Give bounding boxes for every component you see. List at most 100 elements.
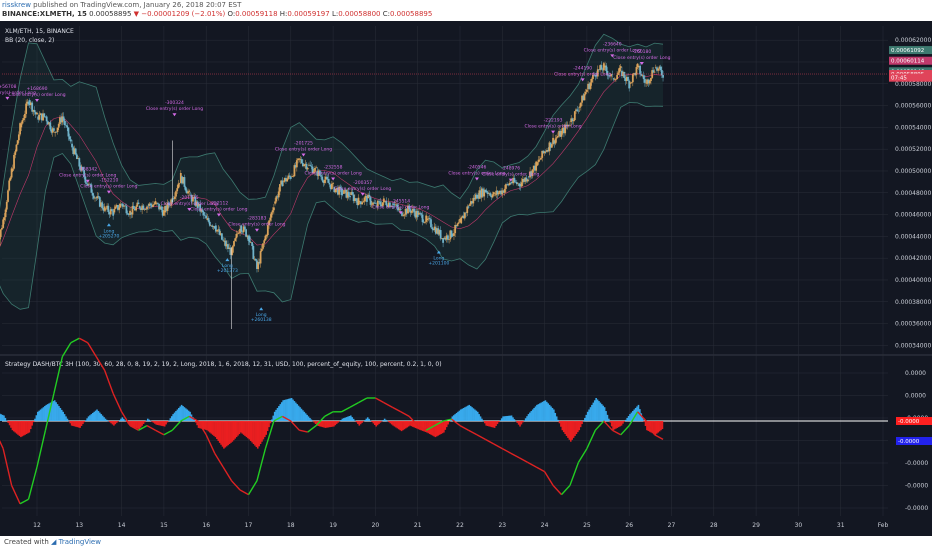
candle-body [121, 203, 124, 207]
candle-body [357, 197, 360, 206]
candle-body [654, 67, 657, 68]
trade-pnl-label: -240546 [468, 165, 487, 171]
y-tick-label: 0.00036000 [895, 321, 931, 328]
histogram-bar [603, 407, 606, 421]
chart-area[interactable]: 0.000620000.000600000.000580000.00056000… [0, 21, 932, 536]
histogram-bar [615, 421, 617, 429]
long-entry-arrow-icon [436, 250, 441, 254]
histogram-bar [264, 421, 266, 438]
candle-body [535, 161, 538, 171]
oscillator-line-segment [0, 440, 4, 449]
price-tag-text: 0.00061092 [891, 48, 924, 54]
histogram-bar [527, 414, 530, 421]
candle-body [424, 221, 426, 223]
change-value: ▼ −0.00001209 (−2.01%) [133, 10, 226, 18]
histogram-bar [485, 421, 487, 426]
candle-body [519, 184, 522, 187]
price-tag [889, 46, 932, 55]
candle-body [225, 244, 228, 247]
histogram-bar [104, 418, 107, 421]
histogram-bar [187, 410, 190, 421]
candle-body [428, 218, 431, 220]
histogram-bar [410, 421, 413, 427]
histogram-bar [437, 421, 440, 436]
candle-body [112, 210, 115, 216]
candle-body [427, 218, 430, 219]
candle-body [117, 205, 119, 210]
histogram-bar [86, 418, 88, 421]
histogram-bar [10, 421, 12, 428]
candle-body [240, 225, 243, 232]
candle-body [579, 102, 582, 107]
candle-body [333, 187, 336, 193]
oscillator-line-segment [61, 342, 72, 357]
ohlc-line: BINANCE:XLMETH, 15 0.00058895 ▼ −0.00001… [2, 10, 432, 18]
candle-body [583, 94, 586, 101]
histogram-bar [96, 409, 98, 421]
candle-body [460, 217, 463, 224]
candle-body [223, 240, 226, 242]
histogram-bar [72, 421, 74, 426]
histogram-bar [290, 398, 293, 421]
oscillator-line-segment [628, 411, 639, 426]
histogram-bar [440, 421, 442, 435]
candle-body [316, 170, 319, 176]
candle-body [104, 208, 107, 210]
candle-body [31, 102, 34, 112]
histogram-bar [481, 418, 483, 421]
candle-body [376, 200, 379, 207]
candle-body [120, 203, 123, 205]
oscillator-line-segment [349, 401, 359, 408]
candle-body [414, 212, 417, 218]
candle-body [518, 183, 521, 187]
histogram-bar [83, 421, 86, 423]
candle-body [374, 203, 377, 204]
created-with-text: Created with [4, 538, 49, 546]
price-tag [889, 73, 932, 82]
histogram-bar [420, 421, 423, 431]
oscillator-line-segment [637, 411, 647, 422]
candle-body [337, 187, 339, 195]
candle-body [291, 176, 293, 177]
histogram-bar [569, 421, 572, 442]
candle-body [256, 260, 258, 269]
candle-body [4, 209, 7, 218]
histogram-bar [502, 416, 504, 421]
candle-body [241, 231, 244, 233]
histogram-bar [629, 414, 631, 421]
candle-body [177, 183, 180, 189]
candle-body [480, 188, 483, 198]
histogram-bar [602, 405, 605, 421]
candle-body [552, 137, 554, 145]
histogram-bar [476, 411, 479, 421]
candle-body [432, 229, 435, 231]
histogram-bar [169, 418, 172, 421]
oscillator-line-segment [417, 424, 427, 431]
oscillator-line-segment [214, 452, 224, 468]
y-tick-label: 0.00056000 [895, 103, 931, 110]
candle-body [19, 123, 21, 135]
trade-exit-label: Close entry(s) order Long [613, 55, 670, 61]
candle-body [370, 204, 373, 206]
exit-arrow-icon [5, 96, 10, 100]
histogram-bar [390, 421, 393, 425]
candle-body [297, 158, 299, 161]
candle-body [124, 205, 127, 207]
x-tick-label: 26 [625, 522, 633, 529]
histogram-bar [434, 421, 437, 438]
candle-body [456, 223, 459, 227]
chart-svg[interactable]: 0.000620000.000600000.000580000.00056000… [0, 21, 932, 536]
candle-body [436, 228, 438, 234]
exit-arrow-icon [331, 177, 336, 181]
histogram-bar [224, 421, 227, 448]
candle-body [212, 226, 215, 227]
tradingview-link[interactable]: TradingView [58, 538, 101, 546]
candle-body [571, 118, 574, 122]
x-tick-label: 12 [33, 522, 41, 529]
y-tick-label: 0.00038000 [895, 299, 931, 306]
author-link[interactable]: risskrew [2, 1, 31, 9]
candle-body [115, 205, 118, 207]
candle-body [314, 168, 316, 172]
candle-body [461, 215, 464, 218]
histogram-bar [207, 421, 210, 432]
